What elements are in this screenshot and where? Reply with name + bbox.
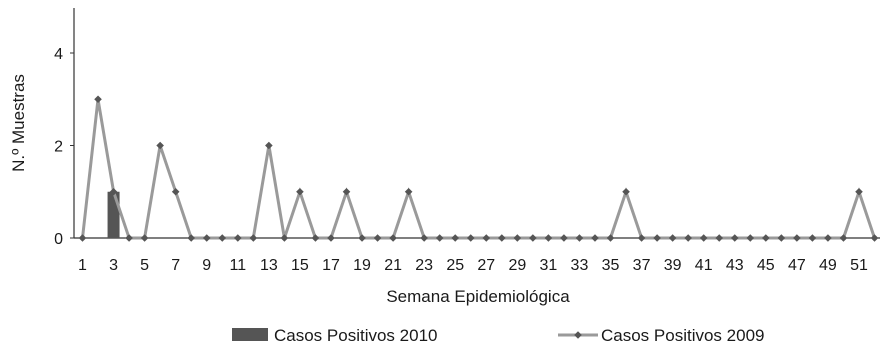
y-axis-title: N.º Muestras [9, 74, 28, 172]
data-point-marker [808, 234, 817, 242]
data-point-marker [715, 234, 724, 242]
data-point-marker [684, 234, 692, 242]
x-tick-label: 11 [229, 257, 246, 274]
x-axis-title: Semana Epidemiológica [386, 287, 570, 306]
data-point-marker [668, 234, 677, 242]
x-tick-label: 15 [291, 257, 309, 274]
data-point-marker [94, 95, 102, 104]
data-point-marker [358, 234, 366, 242]
data-point-marker [591, 234, 599, 242]
data-point-marker [296, 187, 304, 196]
data-point-marker [404, 187, 413, 196]
data-point-marker [202, 234, 211, 242]
data-point-marker [824, 234, 832, 242]
data-point-marker [140, 234, 149, 242]
data-point-marker [342, 187, 351, 196]
legend-bar-label: Casos Positivos 2010 [274, 326, 437, 345]
x-tick-label: 31 [540, 257, 558, 274]
data-point-marker [529, 234, 537, 242]
data-point-marker [482, 234, 491, 242]
x-tick-label: 5 [140, 257, 149, 274]
legend: Casos Positivos 2010 Casos Positivos 200… [232, 326, 764, 345]
data-point-marker [327, 234, 335, 242]
x-tick-label: 19 [353, 257, 371, 274]
data-point-marker [218, 234, 227, 242]
data-point-marker [793, 234, 801, 242]
data-point-marker [637, 234, 646, 242]
data-point-marker [560, 234, 568, 242]
data-point-marker [606, 234, 615, 242]
x-tick-label: 23 [415, 257, 433, 274]
data-point-marker [125, 234, 133, 242]
x-tick-label: 21 [384, 257, 402, 274]
data-point-marker [466, 234, 475, 242]
data-point-marker [855, 187, 863, 196]
data-point-marker [870, 234, 879, 242]
x-tick-label: 9 [202, 257, 211, 274]
data-point-marker [622, 187, 630, 196]
data-point-marker [249, 234, 258, 242]
x-tick-label: 49 [819, 257, 837, 274]
data-point-marker [653, 234, 661, 242]
data-point-marker [187, 234, 196, 242]
data-point-marker [156, 141, 164, 150]
data-point-marker [373, 234, 382, 242]
x-tick-label: 41 [695, 257, 713, 274]
data-point-marker [234, 234, 242, 242]
x-tick-label: 39 [664, 257, 682, 274]
data-point-marker [78, 234, 87, 242]
data-point-marker [420, 234, 428, 242]
x-tick-label: 7 [171, 257, 180, 274]
bar-series [107, 191, 120, 238]
x-tick-label: 1 [78, 257, 87, 274]
data-point-marker [311, 234, 320, 242]
y-tick-label: 0 [54, 231, 63, 248]
x-tick-label: 43 [726, 257, 744, 274]
x-tick-label: 27 [477, 257, 495, 274]
data-point-marker [544, 234, 553, 242]
x-tick-label: 3 [109, 257, 118, 274]
axes [70, 8, 880, 239]
data-point-marker [575, 234, 584, 242]
line-series-path [81, 99, 876, 240]
data-point-marker [513, 234, 522, 242]
x-tick-label: 25 [446, 257, 464, 274]
line-series [78, 95, 879, 242]
x-tick-label: 17 [322, 257, 340, 274]
x-tick-label: 37 [633, 257, 651, 274]
data-point-marker [435, 234, 444, 242]
y-tick-label: 2 [54, 139, 63, 156]
legend-bar-swatch [232, 328, 268, 341]
x-tick-label: 35 [602, 257, 620, 274]
data-point-marker [777, 234, 786, 242]
x-tick-label: 45 [757, 257, 775, 274]
data-point-marker [109, 187, 118, 196]
x-tick-label: 29 [508, 257, 526, 274]
data-point-marker [498, 234, 506, 242]
legend-line-marker [574, 331, 582, 339]
bar [107, 191, 120, 238]
data-point-marker [730, 234, 739, 242]
legend-line-label: Casos Positivos 2009 [601, 326, 764, 345]
data-point-marker [389, 234, 397, 242]
y-tick-label: 4 [54, 46, 63, 63]
x-tick-label: 33 [571, 257, 589, 274]
x-tick-label: 51 [850, 257, 868, 274]
data-point-marker [839, 234, 848, 242]
data-point-marker [265, 141, 273, 150]
data-point-marker [762, 234, 770, 242]
x-tick-label: 47 [788, 257, 806, 274]
data-point-marker [699, 234, 708, 242]
data-point-marker [451, 234, 460, 242]
data-point-marker [280, 234, 289, 242]
x-tick-label: 13 [260, 257, 278, 274]
data-point-marker [171, 187, 180, 196]
data-point-marker [746, 234, 755, 242]
